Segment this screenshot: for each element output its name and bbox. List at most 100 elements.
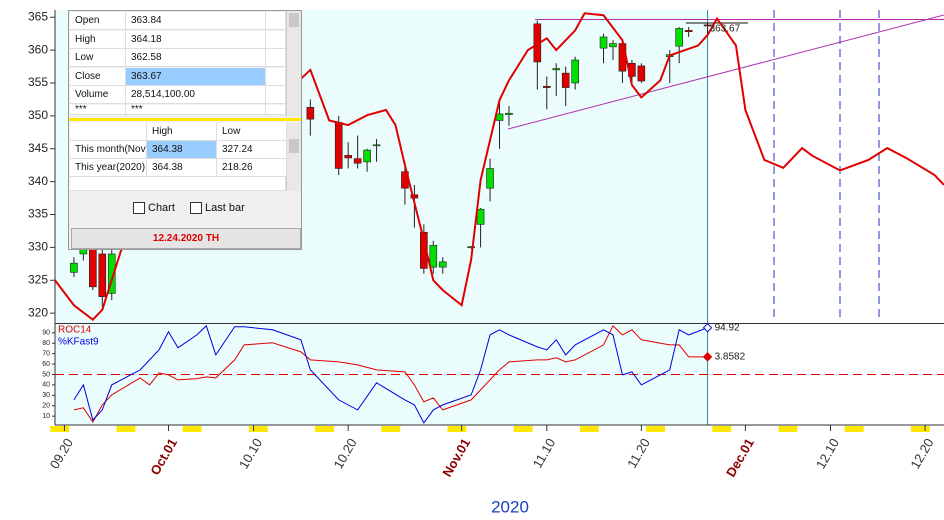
trend-line	[507, 14, 944, 130]
checkbox-box[interactable]	[190, 202, 202, 214]
candle-body	[438, 261, 447, 268]
scrollbar[interactable]	[286, 123, 301, 191]
candle-body	[505, 112, 513, 115]
row-empty	[266, 86, 286, 104]
candle-body	[561, 72, 570, 88]
candle-body	[334, 122, 343, 169]
indicator-line	[73, 324, 708, 424]
candle-body	[703, 24, 712, 27]
candle-body	[344, 155, 352, 159]
candle-body	[372, 144, 381, 147]
y-tick-label: 340	[28, 174, 48, 188]
checkbox[interactable]: Last bar	[190, 202, 245, 214]
x-axis-label: 2020	[491, 497, 529, 516]
annotation: 3.8582	[715, 352, 746, 363]
candle-body	[467, 246, 475, 249]
legend-label: ROC14	[58, 325, 92, 336]
weekend-marker	[712, 426, 732, 432]
weekend-marker	[646, 426, 666, 432]
last-value-marker	[702, 322, 713, 333]
candle-body	[107, 253, 116, 294]
projection-line	[54, 12, 944, 322]
weekend-marker	[315, 426, 334, 432]
weekend-marker	[513, 426, 533, 432]
main-panel: 320 325 330 335 340 345 350 355 360 365 363.67	[28, 9, 944, 322]
row-label: ***	[70, 104, 126, 115]
row-label: High	[70, 30, 126, 49]
candle-body	[675, 28, 683, 47]
y-tick-label: 355	[28, 75, 48, 89]
range-value: 327.24	[217, 141, 287, 159]
y-tick-label: 50	[42, 371, 50, 378]
row-empty	[266, 67, 286, 86]
y-tick-label: 320	[28, 305, 48, 319]
candle-body	[363, 149, 371, 163]
candle-body	[637, 65, 646, 82]
y-tick-label: 360	[28, 42, 48, 56]
y-tick-label: 330	[28, 240, 48, 254]
y-tick-label: 40	[42, 382, 50, 389]
candle-body	[429, 245, 438, 268]
last-price-label: 363.67	[710, 24, 741, 35]
checkbox-label: Chart	[148, 202, 175, 214]
y-tick-label: 325	[28, 272, 48, 286]
legend-label: %KFast9	[58, 337, 99, 348]
separator	[69, 118, 301, 121]
weekend-marker	[778, 426, 798, 432]
candle-body	[70, 262, 78, 273]
weekend-marker	[910, 426, 930, 432]
range-label: This month(Nov)	[70, 141, 147, 159]
y-tick-label: 90	[42, 330, 50, 337]
row-value: 364.18	[126, 30, 266, 49]
y-tick-label: 60	[42, 361, 50, 368]
y-tick-label: 345	[28, 141, 48, 155]
y-tick-label: 335	[28, 207, 48, 221]
candle-body	[98, 253, 107, 297]
row-value: 28,514,100.00	[126, 86, 266, 104]
y-tick-label: 30	[42, 392, 50, 399]
row-empty	[266, 104, 286, 115]
indicator-panel: 10 20 30 40 50 60 70 80 90 ROC14 3.8582 %KFast9 94.9…	[42, 322, 944, 424]
y-tick-label: 20	[42, 403, 50, 410]
y-tick-label: 70	[42, 350, 50, 357]
row-value: 363.67	[126, 67, 266, 86]
candle-body	[599, 36, 608, 49]
weekend-marker	[116, 426, 136, 432]
weekend-marker	[248, 426, 268, 432]
range-value: 364.38	[147, 141, 217, 159]
y-tick-label: 10	[42, 413, 50, 420]
range-value: 364.38	[147, 159, 217, 177]
range-label: This year(2020)	[70, 159, 147, 177]
row-empty	[266, 49, 286, 67]
scroll-thumb[interactable]	[289, 13, 299, 27]
row-empty	[266, 12, 286, 30]
checkbox[interactable]: Chart	[133, 202, 175, 214]
candle-body	[495, 113, 504, 121]
y-tick-label: 350	[28, 108, 48, 122]
row-label: Close	[70, 67, 126, 86]
last-value-marker	[702, 352, 713, 362]
candle-body	[552, 68, 561, 71]
checkbox-box[interactable]	[133, 202, 145, 214]
weekend-marker	[844, 426, 864, 432]
scrollbar[interactable]	[286, 11, 301, 117]
indicator-line	[73, 325, 708, 423]
candle-body	[684, 30, 693, 32]
row-label: Volume	[70, 86, 126, 104]
y-tick-label: 365	[28, 9, 48, 23]
scroll-thumb[interactable]	[289, 139, 299, 153]
candle-body	[476, 208, 485, 225]
row-label: Open	[70, 12, 126, 30]
weekend-marker	[182, 426, 202, 432]
range-header: High	[147, 123, 217, 141]
candle-body	[542, 85, 551, 88]
range-header-blank	[70, 123, 147, 141]
row-label: Low	[70, 49, 126, 67]
candle-body	[410, 194, 419, 199]
weekend-marker	[381, 426, 401, 432]
range-header: Low	[217, 123, 287, 141]
candle-body	[486, 168, 494, 189]
weekend-marker	[50, 426, 70, 432]
row-value: 363.84	[126, 12, 266, 30]
last-value-label: 94.92	[715, 322, 740, 333]
